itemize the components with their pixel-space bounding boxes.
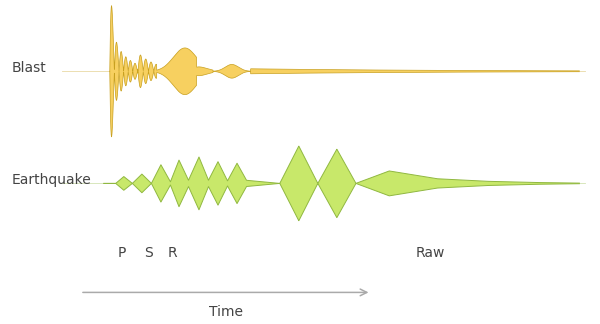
Text: S: S xyxy=(144,247,153,260)
Text: Earthquake: Earthquake xyxy=(11,173,91,187)
Text: Blast: Blast xyxy=(11,61,46,75)
Text: P: P xyxy=(118,247,126,260)
Polygon shape xyxy=(104,146,580,221)
Text: Raw: Raw xyxy=(416,247,445,260)
Text: Time: Time xyxy=(209,306,242,319)
Polygon shape xyxy=(110,6,580,137)
Text: R: R xyxy=(167,247,177,260)
